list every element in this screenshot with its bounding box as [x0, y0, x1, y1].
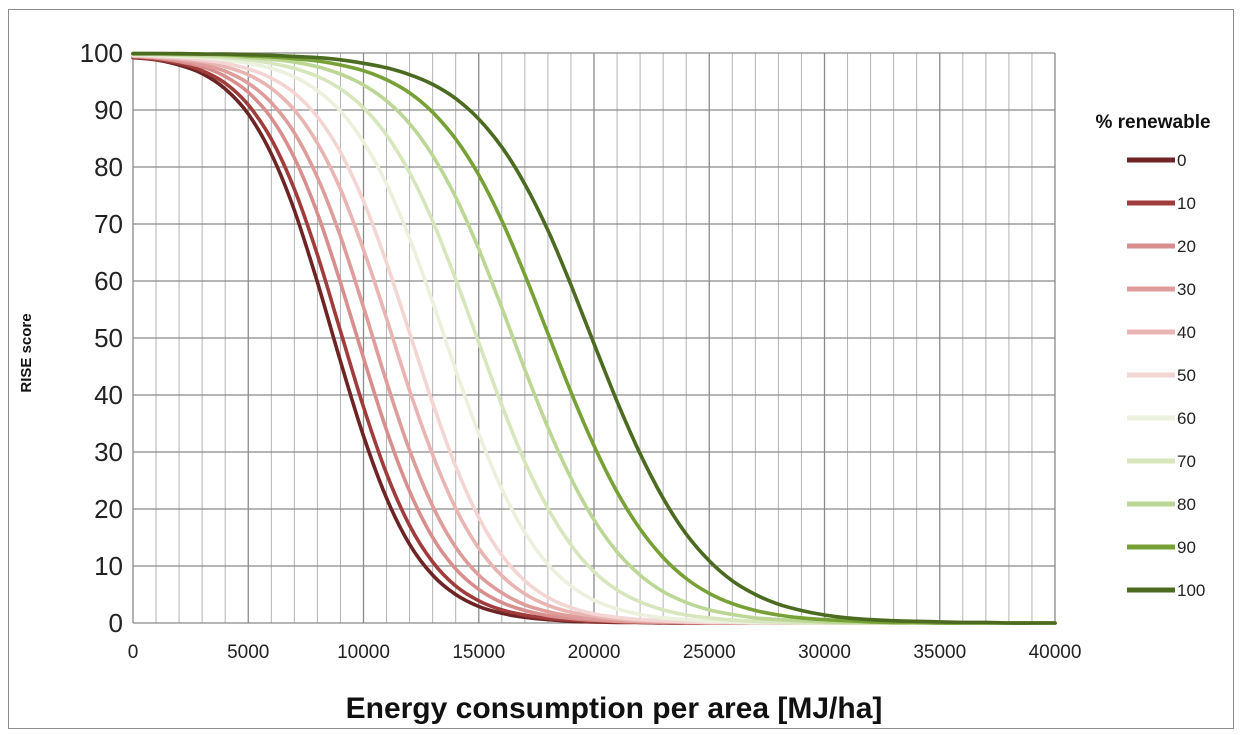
x-axis-title: Energy consumption per area [MJ/ha] — [346, 692, 883, 725]
y-tick-label: 50 — [94, 323, 123, 353]
legend-label-20: 20 — [1177, 237, 1196, 256]
y-axis-ticks: 0 10 20 30 40 50 60 70 80 90 100 — [80, 38, 123, 638]
x-tick-label: 5000 — [227, 642, 269, 663]
x-axis-ticks: 0 5000 10000 15000 20000 25000 30000 35000 40000 — [128, 642, 1082, 663]
gridlines — [132, 52, 1056, 624]
y-tick-label: 30 — [94, 437, 123, 467]
legend-items: 0 10 20 30 40 50 60 70 80 90 100 — [1127, 151, 1205, 600]
legend-label-90: 90 — [1177, 538, 1196, 557]
series-lines — [131, 51, 1057, 625]
x-tick-label: 0 — [128, 642, 139, 663]
y-tick-label: 60 — [94, 266, 123, 296]
x-tick-label: 20000 — [568, 642, 621, 663]
x-tick-label: 25000 — [683, 642, 736, 663]
legend-label-100: 100 — [1177, 581, 1205, 600]
y-tick-label: 0 — [109, 608, 123, 638]
x-tick-label: 40000 — [1029, 642, 1082, 663]
x-tick-label: 30000 — [798, 642, 851, 663]
y-tick-label: 100 — [80, 38, 123, 68]
y-tick-label: 10 — [94, 551, 123, 581]
y-axis-title: RISE score — [18, 313, 35, 392]
legend-label-50: 50 — [1177, 366, 1196, 385]
legend-label-30: 30 — [1177, 280, 1196, 299]
y-tick-label: 40 — [94, 380, 123, 410]
y-tick-label: 90 — [94, 95, 123, 125]
line-chart: 0 5000 10000 15000 20000 25000 30000 35000 40000… — [18, 38, 1211, 725]
legend-label-80: 80 — [1177, 495, 1196, 514]
series-line-100 — [131, 51, 1057, 625]
y-tick-label: 80 — [94, 152, 123, 182]
legend-title: % renewable — [1095, 112, 1210, 133]
legend-label-10: 10 — [1177, 194, 1196, 213]
y-tick-label: 20 — [94, 494, 123, 524]
legend: % renewable 0 10 20 30 40 50 60 70 80 90 100 — [1095, 112, 1210, 600]
y-tick-label: 70 — [94, 209, 123, 239]
legend-label-60: 60 — [1177, 409, 1196, 428]
x-tick-label: 35000 — [913, 642, 966, 663]
legend-label-0: 0 — [1177, 151, 1186, 170]
legend-label-70: 70 — [1177, 452, 1196, 471]
x-tick-label: 15000 — [452, 642, 505, 663]
x-tick-label: 10000 — [337, 642, 390, 663]
chart-container: 0 5000 10000 15000 20000 25000 30000 35000 40000… — [8, 9, 1234, 729]
legend-label-40: 40 — [1177, 323, 1196, 342]
